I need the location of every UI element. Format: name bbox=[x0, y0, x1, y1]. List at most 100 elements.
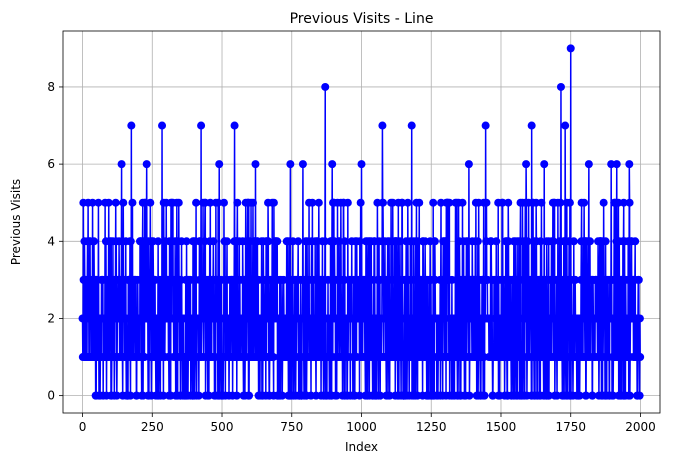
x-tick-label: 1750 bbox=[555, 420, 586, 434]
data-point bbox=[504, 198, 513, 207]
data-point bbox=[223, 237, 232, 246]
x-axis-label: Index bbox=[345, 440, 378, 454]
data-point bbox=[407, 121, 416, 130]
data-point bbox=[298, 160, 307, 169]
data-point bbox=[112, 391, 121, 400]
y-axis-label: Previous Visits bbox=[9, 179, 23, 265]
y-tick-label: 8 bbox=[47, 80, 55, 94]
data-point bbox=[465, 391, 474, 400]
data-point bbox=[269, 198, 278, 207]
data-point bbox=[355, 237, 364, 246]
data-point bbox=[569, 237, 578, 246]
data-point bbox=[404, 275, 413, 284]
data-point bbox=[634, 275, 643, 284]
data-point bbox=[192, 198, 201, 207]
data-point bbox=[248, 198, 257, 207]
data-point bbox=[607, 160, 616, 169]
data-point bbox=[251, 160, 260, 169]
data-point bbox=[119, 198, 128, 207]
data-point bbox=[343, 198, 352, 207]
data-point bbox=[146, 198, 155, 207]
data-point bbox=[165, 237, 174, 246]
data-point bbox=[142, 160, 151, 169]
data-point bbox=[378, 198, 387, 207]
data-point bbox=[332, 391, 341, 400]
series-markers bbox=[78, 44, 645, 400]
data-point bbox=[601, 237, 610, 246]
data-point bbox=[566, 44, 575, 53]
data-point bbox=[320, 237, 329, 246]
data-point bbox=[523, 237, 532, 246]
data-point bbox=[204, 391, 213, 400]
data-point bbox=[197, 121, 206, 130]
data-point bbox=[340, 237, 349, 246]
data-point bbox=[378, 121, 387, 130]
x-tick-label: 1000 bbox=[346, 420, 377, 434]
data-point bbox=[278, 391, 287, 400]
data-point bbox=[158, 121, 167, 130]
data-point bbox=[512, 275, 521, 284]
y-tick-label: 4 bbox=[47, 234, 55, 248]
data-point bbox=[440, 314, 449, 323]
data-point bbox=[264, 237, 273, 246]
data-point bbox=[482, 198, 491, 207]
data-point bbox=[458, 198, 467, 207]
data-point bbox=[111, 198, 120, 207]
data-point bbox=[403, 198, 412, 207]
x-axis-ticks: 0 250 500 750 1000 1250 1500 1750 2000 bbox=[79, 413, 656, 434]
data-point bbox=[159, 391, 168, 400]
data-point bbox=[599, 198, 608, 207]
data-point bbox=[314, 198, 323, 207]
data-point bbox=[154, 237, 163, 246]
data-point bbox=[174, 198, 183, 207]
data-point bbox=[575, 391, 584, 400]
y-axis-ticks: 0 2 4 6 8 bbox=[47, 80, 63, 403]
data-point bbox=[580, 275, 589, 284]
data-point bbox=[619, 198, 628, 207]
data-point bbox=[584, 160, 593, 169]
data-point bbox=[481, 121, 490, 130]
data-point bbox=[194, 391, 203, 400]
data-point bbox=[430, 237, 439, 246]
data-point bbox=[279, 275, 288, 284]
data-point bbox=[396, 237, 404, 246]
data-point bbox=[219, 198, 228, 207]
data-point bbox=[89, 237, 98, 246]
chart-title: Previous Visits - Line bbox=[290, 11, 434, 27]
data-point bbox=[537, 198, 546, 207]
data-point bbox=[631, 237, 640, 246]
data-point bbox=[308, 198, 317, 207]
series-line bbox=[81, 48, 641, 397]
data-point bbox=[492, 237, 501, 246]
data-point bbox=[233, 198, 242, 207]
data-point bbox=[415, 198, 424, 207]
data-point bbox=[464, 160, 473, 169]
data-point bbox=[636, 353, 645, 362]
data-point bbox=[565, 198, 574, 207]
data-point bbox=[146, 314, 155, 323]
data-point bbox=[561, 121, 570, 130]
data-point bbox=[585, 237, 594, 246]
data-point bbox=[126, 391, 135, 400]
x-tick-label: 250 bbox=[141, 420, 164, 434]
data-point bbox=[540, 160, 549, 169]
data-point bbox=[286, 160, 295, 169]
x-tick-label: 0 bbox=[79, 420, 87, 434]
data-point bbox=[580, 198, 589, 207]
data-point bbox=[473, 237, 482, 246]
data-series bbox=[78, 44, 645, 400]
data-point bbox=[635, 391, 644, 400]
data-point bbox=[527, 121, 536, 130]
data-point bbox=[522, 160, 531, 169]
data-point bbox=[128, 198, 137, 207]
y-tick-label: 0 bbox=[47, 389, 55, 403]
data-point bbox=[625, 160, 634, 169]
data-point bbox=[544, 391, 553, 400]
data-point bbox=[609, 391, 618, 400]
data-point bbox=[88, 198, 97, 207]
data-point bbox=[429, 198, 438, 207]
data-point bbox=[357, 160, 366, 169]
data-point bbox=[104, 198, 113, 207]
data-point bbox=[445, 198, 454, 207]
data-point bbox=[441, 237, 450, 246]
